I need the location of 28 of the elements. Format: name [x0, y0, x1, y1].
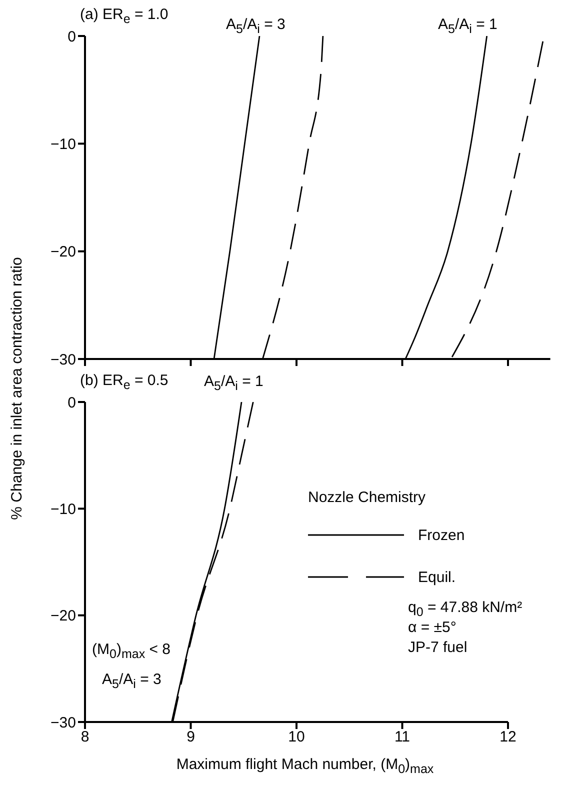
- annotation: A$_{5}$/A$_{i}$ = 3: [102, 671, 162, 691]
- x-tick-label: 11: [394, 728, 410, 746]
- y-tick-label: −20: [50, 244, 76, 261]
- y-tick-label: −30: [50, 351, 76, 368]
- chart-title: (a) ER$_{e}$ = 1.0: [80, 6, 168, 26]
- x-tick-label: 9: [186, 728, 195, 746]
- annotation: A$_{5}$/A$_{i}$ = 3: [226, 16, 286, 36]
- x-tick-label: 12: [500, 728, 516, 746]
- annotation: q$_{0}$ = 47.88 kN/m²: [408, 599, 522, 619]
- y-tick-label: −30: [50, 714, 76, 732]
- x-tick-label: 10: [288, 728, 305, 746]
- y-axis-title: % Change in inlet area contraction ratio: [8, 257, 26, 520]
- y-tick-label: −20: [50, 608, 76, 625]
- annotation: A$_{5}$/A$_{i}$ = 1: [438, 16, 498, 36]
- y-tick-label: 0: [68, 394, 76, 412]
- annotation: α = ±5°: [408, 619, 456, 636]
- annotation: (M$_{0}$)$_{max}$ < 8: [92, 641, 171, 661]
- x-tick-label: 8: [80, 728, 90, 746]
- text: Equil.: [418, 568, 456, 586]
- x-axis-title: Maximum flight Mach number, (M$_{0}$)$_{max}$: [176, 756, 434, 776]
- text: A$_{5}$/A$_{i}$ = 1: [204, 373, 264, 393]
- y-tick-label: −10: [50, 500, 76, 518]
- chart-title: (b) ER$_{e}$ = 0.5: [80, 372, 168, 392]
- y-tick-label: 0: [68, 28, 76, 46]
- annotation: JP-7 fuel: [408, 639, 468, 656]
- text: Frozen: [418, 526, 465, 544]
- y-tick-label: −10: [50, 136, 76, 153]
- legend-title: Nozzle Chemistry: [308, 489, 427, 506]
